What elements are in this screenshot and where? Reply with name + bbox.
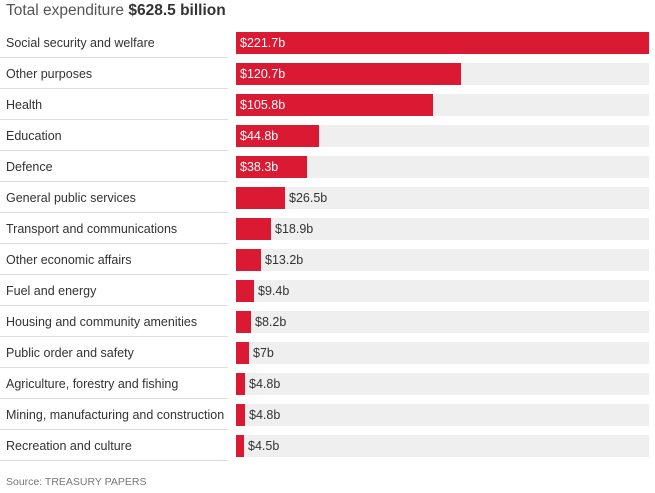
bar (236, 311, 251, 333)
bar-track: $26.5b (236, 187, 649, 209)
bar-row: Housing and community amenities $8.2b (0, 307, 655, 338)
bar (236, 187, 285, 209)
bar (236, 63, 461, 85)
category-label: Fuel and energy (0, 276, 228, 306)
bar-track: $38.3b (236, 156, 649, 178)
title-prefix: Total expenditure (6, 2, 125, 19)
source-note: Source: TREASURY PAPERS (6, 476, 147, 488)
bar-row: Public order and safety $7b (0, 338, 655, 369)
value-label: $44.8b (240, 129, 279, 143)
chart-title: Total expenditure $628.5 billion (6, 1, 226, 21)
bar-track: $7b (236, 342, 649, 364)
bar (236, 280, 254, 302)
bar-track: $18.9b (236, 218, 649, 240)
bar (236, 404, 245, 426)
bar-row: Agriculture, forestry and fishing $4.8b (0, 369, 655, 400)
category-label: Mining, manufacturing and construction (0, 400, 228, 430)
bar-row: Other economic affairs $13.2b (0, 245, 655, 276)
category-label: Transport and communications (0, 214, 228, 244)
bar-row: Mining, manufacturing and construction $4… (0, 400, 655, 431)
bar-row: Other purposes $120.7b (0, 59, 655, 90)
value-label: $8.2b (255, 315, 287, 329)
category-label: Other purposes (0, 59, 228, 89)
bar-row: Education $44.8b (0, 121, 655, 152)
bar-track: $13.2b (236, 249, 649, 271)
category-label: Public order and safety (0, 338, 228, 368)
bar (236, 125, 319, 147)
bar-row: Recreation and culture $4.5b (0, 431, 655, 462)
bar (236, 373, 245, 395)
bar (236, 156, 307, 178)
value-label: $105.8b (240, 98, 286, 112)
category-label: Other economic affairs (0, 245, 228, 275)
bar-track: $4.8b (236, 373, 649, 395)
bar (236, 218, 271, 240)
value-label: $13.2b (265, 253, 304, 267)
value-label: $18.9b (275, 222, 314, 236)
title-total: $628.5 billion (128, 2, 226, 19)
bar-row: General public services $26.5b (0, 183, 655, 214)
category-label: Education (0, 121, 228, 151)
bar (236, 94, 433, 116)
value-label: $7b (253, 346, 274, 360)
bar (236, 249, 261, 271)
bar-track: $8.2b (236, 311, 649, 333)
value-label: $4.8b (249, 377, 281, 391)
value-label: $4.5b (248, 439, 280, 453)
bar-row: Fuel and energy $9.4b (0, 276, 655, 307)
category-label: Recreation and culture (0, 431, 228, 461)
bar (236, 435, 244, 457)
category-label: Health (0, 90, 228, 120)
bar-track: $221.7b (236, 32, 649, 54)
bar-row: Defence $38.3b (0, 152, 655, 183)
value-label: $120.7b (240, 67, 286, 81)
bar-track: $105.8b (236, 94, 649, 116)
bar (236, 32, 649, 54)
category-label: General public services (0, 183, 228, 213)
bar (236, 342, 249, 364)
bar-row: Social security and welfare $221.7b (0, 28, 655, 59)
category-label: Defence (0, 152, 228, 182)
category-label: Housing and community amenities (0, 307, 228, 337)
bar-row: Health $105.8b (0, 90, 655, 121)
value-label: $9.4b (258, 284, 290, 298)
bar-track: $4.8b (236, 404, 649, 426)
bar-track: $120.7b (236, 63, 649, 85)
category-label: Social security and welfare (0, 28, 228, 58)
bar-track: $44.8b (236, 125, 649, 147)
category-label: Agriculture, forestry and fishing (0, 369, 228, 399)
bar-chart: Social security and welfare $221.7b Other … (0, 28, 655, 462)
value-label: $26.5b (289, 191, 328, 205)
bar-row: Transport and communications $18.9b (0, 214, 655, 245)
bar-track: $4.5b (236, 435, 649, 457)
value-label: $221.7b (240, 36, 286, 50)
bar-track: $9.4b (236, 280, 649, 302)
value-label: $4.8b (249, 408, 281, 422)
value-label: $38.3b (240, 160, 279, 174)
